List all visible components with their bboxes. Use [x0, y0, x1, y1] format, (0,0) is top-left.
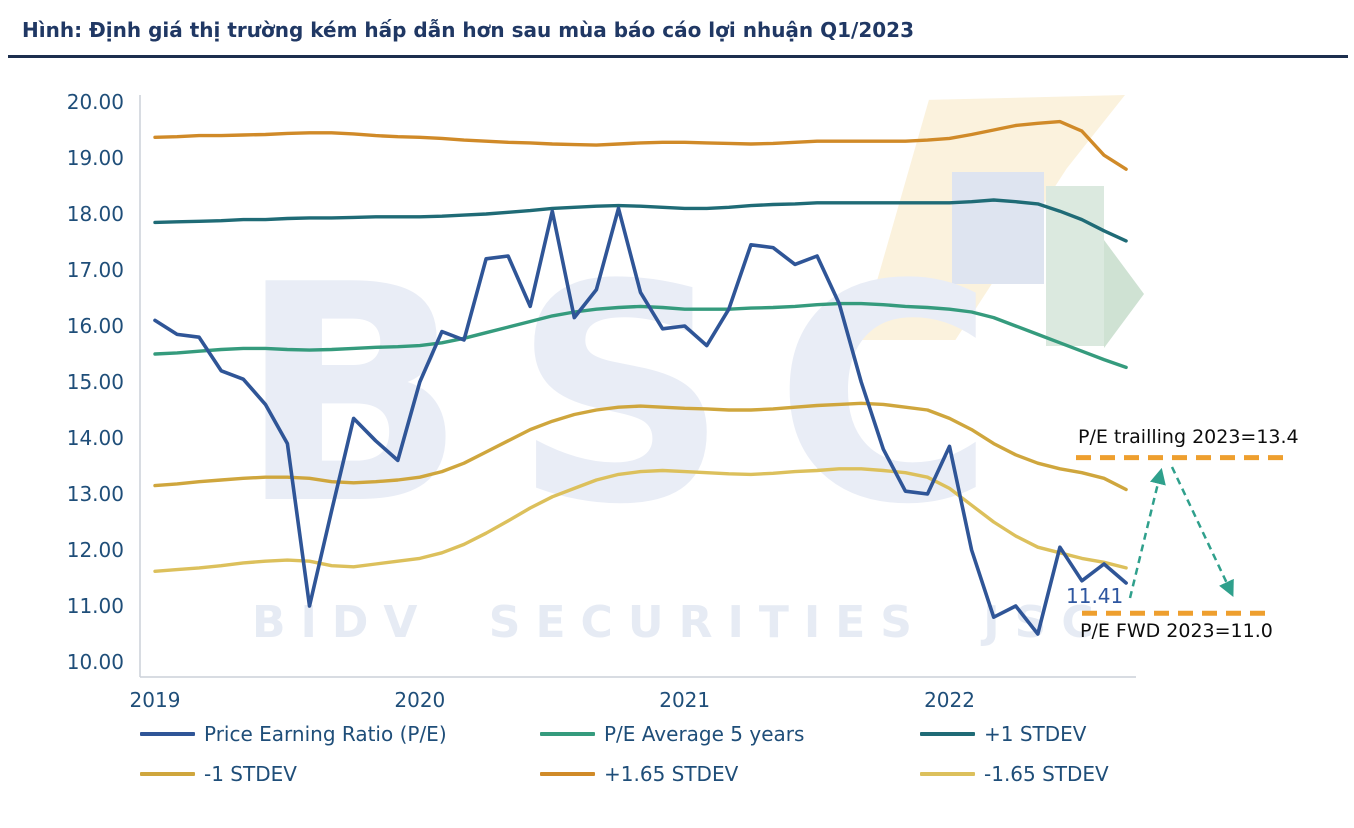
- legend-marker: [140, 732, 195, 736]
- y-axis-label: 15.00: [66, 370, 124, 394]
- title-divider: [8, 55, 1348, 58]
- legend-label: -1 STDEV: [204, 762, 297, 786]
- legend-label: Price Earning Ratio (P/E): [204, 722, 447, 746]
- annotation-pe-trailing-label: P/E trailling 2023=13.4: [1078, 426, 1299, 448]
- y-axis-label: 11.00: [66, 594, 124, 618]
- y-axis-label: 12.00: [66, 538, 124, 562]
- legend-item: Price Earning Ratio (P/E): [140, 722, 447, 746]
- x-axis-label: 2021: [659, 688, 711, 712]
- legend-item: -1.65 STDEV: [920, 762, 1109, 786]
- y-axis-label: 14.00: [66, 426, 124, 450]
- legend-marker: [920, 732, 975, 736]
- legend-marker: [540, 732, 595, 736]
- annotation-last-value-label: 11.41: [1066, 584, 1124, 608]
- y-axis-label: 10.00: [66, 650, 124, 674]
- legend-item: -1 STDEV: [140, 762, 297, 786]
- legend-label: -1.65 STDEV: [984, 762, 1109, 786]
- y-axis-label: 16.00: [66, 314, 124, 338]
- x-axis-label: 2019: [129, 688, 181, 712]
- y-axis-label: 13.00: [66, 482, 124, 506]
- legend-marker: [920, 772, 975, 776]
- legend-marker: [540, 772, 595, 776]
- legend-item: +1.65 STDEV: [540, 762, 738, 786]
- legend-label: +1 STDEV: [984, 722, 1087, 746]
- x-axis-label: 2020: [394, 688, 446, 712]
- y-axis-label: 20.00: [66, 90, 124, 114]
- legend-label: +1.65 STDEV: [604, 762, 739, 786]
- legend-item: +1 STDEV: [920, 722, 1086, 746]
- y-axis-label: 19.00: [66, 146, 124, 170]
- legend-item: P/E Average 5 years: [540, 722, 804, 746]
- annotation-pe-fwd-label: P/E FWD 2023=11.0: [1080, 620, 1273, 642]
- x-axis-label: 2022: [924, 688, 975, 712]
- y-axis-label: 17.00: [66, 258, 124, 282]
- figure-title: Hình: Định giá thị trường kém hấp dẫn hơ…: [22, 18, 915, 42]
- legend-marker: [140, 772, 195, 776]
- legend-label: P/E Average 5 years: [604, 722, 805, 746]
- y-axis-label: 18.00: [66, 202, 124, 226]
